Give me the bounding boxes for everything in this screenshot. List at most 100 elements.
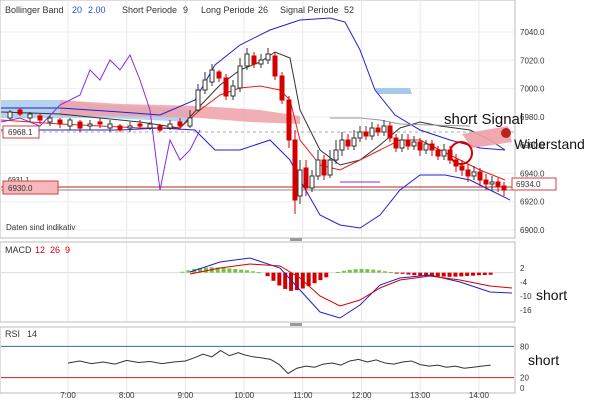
- candle-body: [157, 125, 163, 131]
- main-y-tick: 6980.0: [520, 113, 545, 122]
- macd-p1: 12: [35, 245, 45, 255]
- candle-body: [147, 123, 153, 129]
- candle-body: [216, 71, 222, 79]
- candle-body: [137, 123, 143, 127]
- cloud-area: [1, 88, 412, 124]
- candle-body: [357, 131, 363, 139]
- price-tag-right: [511, 177, 557, 191]
- bollinger-upper: [1, 17, 506, 151]
- cloud-blue-top: [375, 88, 412, 94]
- candle-body: [127, 125, 133, 129]
- widerstand-annotation: Widerstand: [514, 136, 585, 152]
- x-tick: 12:00: [351, 391, 372, 400]
- short-label: Short Periode: [122, 5, 177, 15]
- candle-body: [177, 121, 183, 127]
- macd-bar: [245, 270, 250, 273]
- resistance-marker: [501, 128, 511, 138]
- candle-body: [107, 123, 113, 129]
- x-tick: 10:00: [234, 391, 255, 400]
- cloud-red: [60, 100, 300, 124]
- macd-resize-handle[interactable]: [290, 323, 302, 326]
- candle-body: [435, 149, 441, 157]
- macd-bar: [447, 272, 452, 277]
- macd-bar: [277, 272, 282, 286]
- macd-bar: [294, 272, 299, 291]
- macd-bar: [400, 272, 405, 274]
- macd-short-annotation: short: [536, 287, 567, 303]
- candle-body: [67, 119, 73, 127]
- candle-body: [477, 171, 483, 181]
- macd-bar: [482, 272, 487, 275]
- candle-body: [417, 141, 423, 151]
- macd-bar: [429, 272, 434, 277]
- macd-bar: [465, 272, 470, 276]
- rsi-y-tick: 80: [520, 342, 529, 351]
- candle-body: [303, 167, 309, 189]
- signal-label: Signal Periode: [280, 5, 339, 15]
- candle-body: [292, 139, 298, 201]
- macd-bar: [256, 272, 261, 274]
- candle-body: [286, 99, 292, 141]
- short-value: 9: [183, 5, 188, 15]
- macd-bar: [388, 271, 393, 273]
- candle-body: [57, 119, 63, 125]
- candle-body: [77, 121, 83, 129]
- main-y-tick: 6920.0: [520, 198, 545, 207]
- candle-body: [489, 181, 495, 185]
- price-tag-right-text: 6934.0: [516, 180, 541, 189]
- candle-body: [244, 53, 250, 67]
- bb-dev: 2.00: [88, 5, 106, 15]
- candle-body: [429, 143, 435, 151]
- macd-p3: 9: [65, 245, 70, 255]
- candle-body: [363, 131, 369, 137]
- main-resize-handle[interactable]: [290, 238, 302, 241]
- candles: [7, 48, 507, 214]
- long-value: 26: [258, 5, 268, 15]
- macd-bar: [382, 271, 387, 273]
- macd-p2: 26: [50, 245, 60, 255]
- rsi-panel: [0, 326, 516, 394]
- macd-bar: [459, 272, 464, 277]
- candle-body: [315, 159, 321, 177]
- signal-value: 52: [344, 5, 354, 15]
- candle-body: [369, 127, 375, 137]
- bollinger-lower: [1, 127, 511, 229]
- rsi-y-tick: 20: [520, 374, 529, 383]
- rsi-line: [67, 349, 491, 375]
- candle-body: [97, 121, 103, 125]
- x-tick: 8:00: [119, 391, 135, 400]
- main-y-tick: 6940.0: [520, 169, 545, 178]
- macd-bar: [221, 268, 226, 273]
- candle-body: [272, 55, 278, 77]
- x-tick: 14:00: [469, 391, 490, 400]
- macd-bar: [215, 267, 220, 273]
- macd-y-tick: -4: [520, 278, 528, 287]
- macd-bar: [198, 268, 203, 273]
- main-y-tick: 7040.0: [520, 28, 545, 37]
- resistance-zone: [462, 126, 512, 148]
- grid-lines: [1, 1, 514, 392]
- candle-body: [411, 141, 417, 147]
- candle-body: [297, 169, 303, 197]
- candle-body: [321, 159, 327, 176]
- main-y-tick: 6960.0: [520, 141, 545, 150]
- rsi-period: 14: [27, 329, 37, 339]
- candle-body: [230, 85, 236, 97]
- macd-bar: [341, 270, 346, 273]
- candle-body: [399, 139, 405, 149]
- macd-bar: [424, 272, 429, 276]
- candle-body: [387, 125, 393, 139]
- macd-panel: [0, 241, 516, 323]
- macd-bar: [435, 272, 440, 277]
- macd-histogram: [1, 257, 514, 319]
- main-y-tick: 7020.0: [520, 56, 545, 65]
- macd-bar: [406, 272, 411, 275]
- signal-circle: [449, 141, 473, 165]
- macd-bar: [365, 269, 370, 273]
- rsi-label: RSI: [5, 329, 20, 339]
- macd-y-tick: -10: [520, 292, 532, 301]
- candle-body: [7, 111, 13, 119]
- macd-label: MACD: [5, 245, 32, 255]
- macd-bar: [306, 272, 311, 287]
